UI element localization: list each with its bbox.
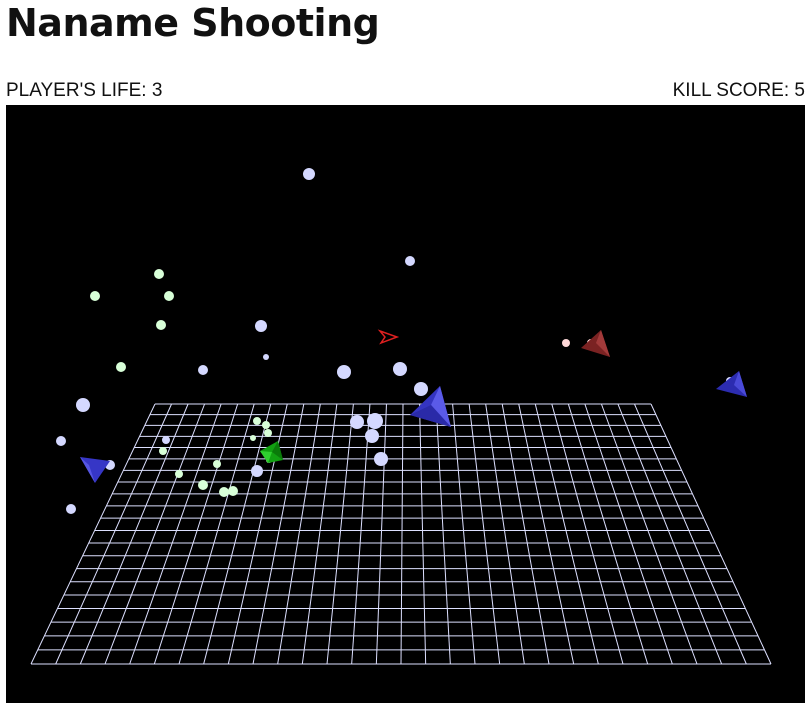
enemy-bullet [263, 354, 269, 360]
grid-line [419, 403, 427, 665]
grid-line [518, 403, 575, 665]
enemy-bullet [562, 339, 570, 347]
grid-line [501, 403, 550, 665]
enemy-bullet [365, 429, 379, 443]
grid-line [104, 403, 206, 665]
grid-line [277, 403, 321, 665]
player-bullet [156, 320, 166, 330]
enemy-ship-blue-left [80, 457, 110, 483]
grid-line [351, 403, 371, 665]
player-bullet [154, 269, 164, 279]
enemy-bullet [66, 504, 76, 514]
enemy-bullet [198, 365, 208, 375]
hud-bar: PLAYER'S LIFE: 3 KILL SCORE: 5 [6, 80, 805, 102]
kill-score-label: KILL SCORE: [672, 80, 795, 101]
grid-line [375, 403, 387, 665]
enemy-bullet [393, 362, 407, 376]
player-life-label: PLAYER'S LIFE: [6, 80, 152, 101]
grid-line [326, 403, 354, 665]
player-ship [260, 441, 283, 463]
player-bullet [198, 480, 208, 490]
grid-line [400, 403, 404, 665]
enemy-ship-blue-right [716, 371, 747, 397]
grid-line [301, 403, 338, 665]
grid-line [567, 403, 649, 665]
grid-line [178, 403, 255, 665]
enemy-bullet [350, 415, 364, 429]
enemy-bullet [56, 436, 66, 446]
player-bullet [264, 429, 272, 437]
player-bullet [262, 421, 270, 429]
player-bullet [116, 362, 126, 372]
enemy-bullet [374, 452, 388, 466]
grid-line [534, 403, 599, 665]
player-life-display: PLAYER'S LIFE: 3 [6, 80, 162, 102]
enemy-bullet [76, 398, 90, 412]
enemy-bullet [303, 168, 315, 180]
enemy-ship-red [581, 330, 610, 357]
kill-score-display: KILL SCORE: 5 [673, 80, 805, 102]
grid-line [600, 403, 698, 665]
floor-grid [30, 403, 772, 665]
player-bullet [213, 460, 221, 468]
player-bullet [90, 291, 100, 301]
player-bullet [219, 487, 229, 497]
enemy-ship-blue-center [410, 386, 451, 427]
player-bullet [253, 417, 261, 425]
enemy-bullet [337, 365, 351, 379]
grid-line [452, 403, 476, 665]
grid-line [650, 403, 772, 665]
grid-line [617, 403, 723, 665]
player-bullet [228, 486, 238, 496]
game-canvas[interactable] [6, 105, 805, 703]
grid-line [634, 403, 747, 665]
enemy-bullet [251, 465, 263, 477]
grid-line [584, 403, 673, 665]
game-scene[interactable] [6, 105, 805, 703]
player-bullet [175, 470, 183, 478]
kill-score-value: 5 [794, 80, 805, 101]
player-bullet [164, 291, 174, 301]
player-bullet [159, 447, 167, 455]
enemy-bullet [162, 436, 170, 444]
grid-line [55, 403, 172, 665]
grid-line [551, 403, 624, 665]
grid-line [468, 403, 501, 665]
bullets-layer [56, 168, 734, 514]
player-life-value: 3 [151, 80, 163, 101]
enemy-bullet [405, 256, 415, 266]
grid-line [435, 403, 451, 665]
grid-line [485, 403, 525, 665]
red-arrow-marker-icon [377, 329, 400, 345]
grid-line [30, 403, 156, 665]
grid-line [79, 403, 189, 665]
player-bullet [250, 435, 256, 441]
enemy-bullet [414, 382, 428, 396]
enemy-bullet [367, 413, 383, 429]
grid-line [129, 403, 222, 665]
page-title: Naname Shooting [6, 1, 380, 45]
enemy-bullet [255, 320, 267, 332]
